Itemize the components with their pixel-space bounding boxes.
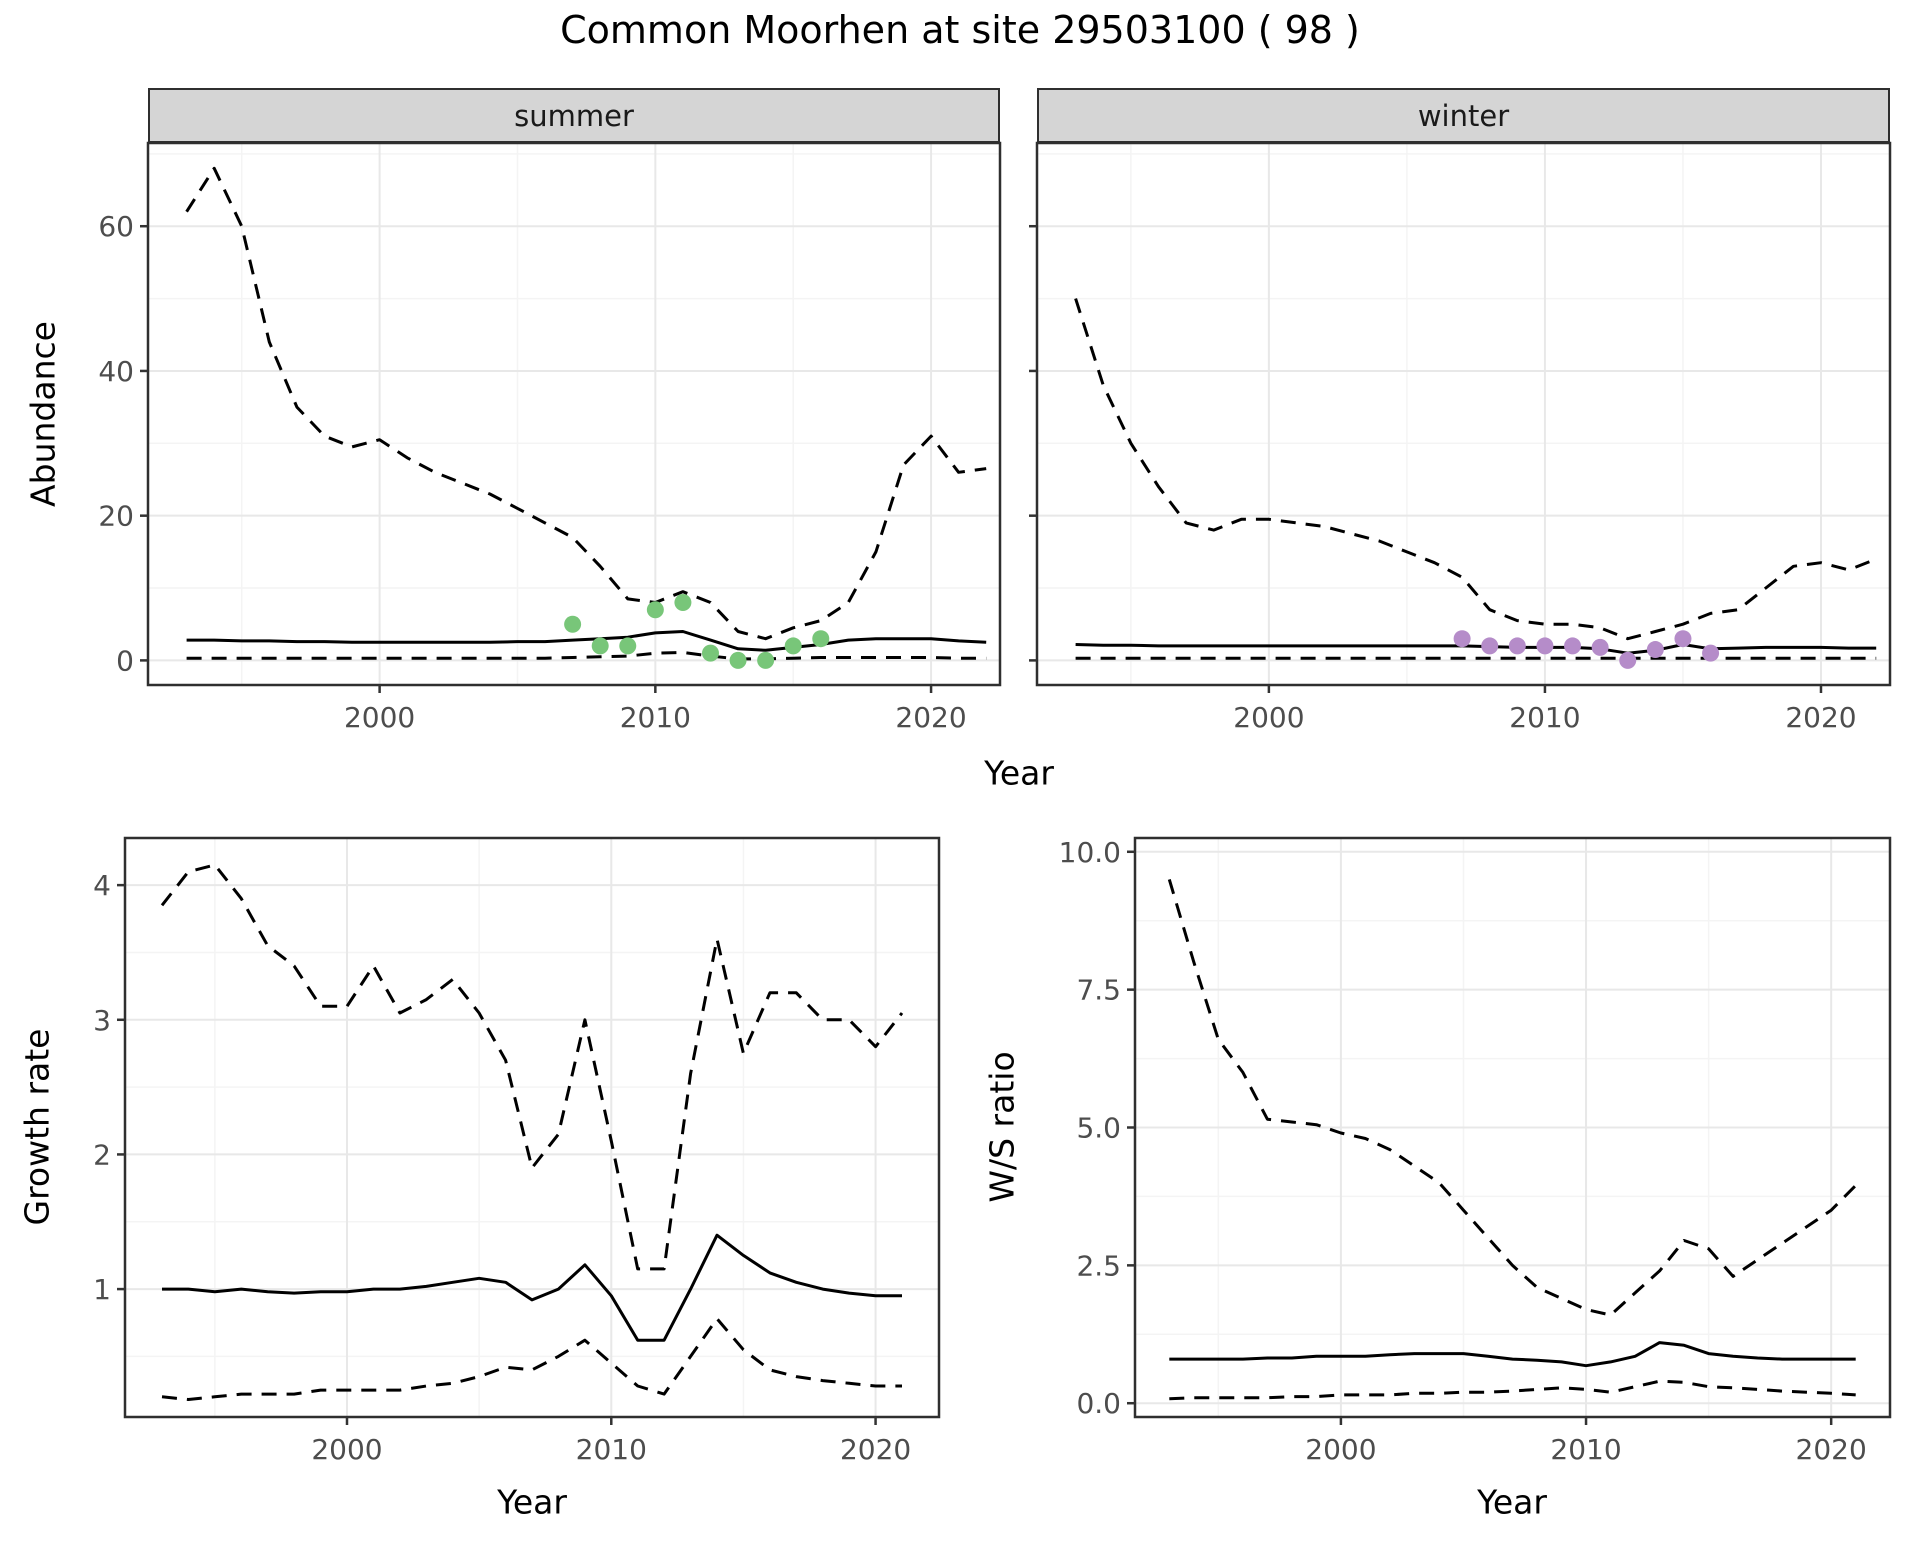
x-tick-label: 2020 [1796,1433,1867,1466]
line-lower-ci [161,1317,902,1401]
data-point-observations [674,594,692,612]
y-tick-label: 4 [93,869,111,902]
data-point-observations [812,630,830,648]
line-mean [1169,1341,1856,1368]
x-axis-label-year-top: Year [984,753,1054,793]
facet-strip-winter-label: winter [1417,98,1510,133]
y-tick-label: 0.0 [1076,1387,1121,1420]
data-point-observations [1702,644,1720,662]
panel-border [123,836,941,1419]
data-point-observations [1508,637,1526,655]
data-point-observations [619,637,637,655]
data-point-observations [1536,637,1554,655]
y-tick-label: 20 [98,500,134,533]
y-tick-label: 2.5 [1076,1249,1121,1282]
line-mean [1075,643,1877,655]
data-point-observations [1453,630,1471,648]
facet-strip-summer-label: summer [514,98,634,133]
line-mean [162,1233,902,1342]
data-point-observations [646,601,664,619]
data-point-observations [1619,651,1637,669]
data-point-observations [757,651,775,669]
y-axis-label-growth-rate: Growth rate [17,1028,57,1226]
data-point-observations [564,615,582,633]
x-tick-label: 2020 [1785,701,1856,734]
panel-border [146,141,1002,687]
y-tick-label: 1 [93,1273,111,1306]
data-point-observations [1646,641,1664,659]
line-upper-ci [160,863,904,1271]
x-axis-label-year-bottom-right: Year [1477,1482,1547,1522]
panel-border [1035,141,1892,687]
x-tick-label: 2000 [1305,1433,1376,1466]
y-axis-label-ws-ratio: W/S ratio [982,1051,1022,1203]
y-tick-label: 7.5 [1076,974,1121,1007]
data-point-observations [1591,638,1609,656]
data-point-observations [1564,637,1582,655]
line-lower-ci [1169,1379,1856,1401]
line-mean [186,630,987,652]
x-tick-label: 2020 [895,701,966,734]
data-point-observations [701,644,719,662]
y-tick-label: 3 [93,1004,111,1037]
y-tick-label: 2 [93,1138,111,1171]
data-point-observations [591,637,609,655]
y-tick-label: 60 [98,210,134,243]
x-tick-label: 2010 [576,1433,647,1466]
panel-abundance-summer: 2000 2010 2020 0 20 40 60 [98,141,1002,734]
x-tick-label: 2000 [1233,701,1304,734]
x-tick-label: 2020 [840,1433,911,1466]
panel-abundance-winter: 2000 2010 2020 [1029,141,1892,734]
x-tick-label: 2000 [311,1433,382,1466]
x-axis-label-year-bottom-left: Year [497,1482,567,1522]
data-point-observations [1674,630,1692,648]
line-upper-ci [185,166,987,641]
chart-title: Common Moorhen at site 29503100 ( 98 ) [560,8,1360,52]
panel-background [1037,143,1890,685]
data-point-observations [729,651,747,669]
x-tick-label: 2000 [344,701,415,734]
panel-background [148,143,1000,685]
x-tick-label: 2010 [1509,701,1580,734]
y-tick-label: 40 [98,355,134,388]
panel-background [125,838,939,1417]
panel-growth-rate: 2000 2010 2020 1 2 3 4 [93,836,941,1466]
data-point-observations [1481,637,1499,655]
panel-ws-ratio: 2000 2010 2020 0.0 2.5 5.0 7.5 10.0 [1059,836,1892,1466]
y-tick-label: 0 [116,644,134,677]
line-lower-ci [186,650,987,661]
data-point-observations [784,637,802,655]
line-upper-ci [1074,298,1877,641]
y-axis-label-abundance: Abundance [23,321,63,507]
facet-strip-summer: summer [148,88,1000,143]
facet-strip-winter: winter [1037,88,1890,143]
y-tick-label: 10.0 [1059,836,1121,869]
x-tick-label: 2010 [1550,1433,1621,1466]
y-tick-label: 5.0 [1076,1112,1121,1145]
line-upper-ci [1167,878,1857,1317]
x-tick-label: 2010 [620,701,691,734]
